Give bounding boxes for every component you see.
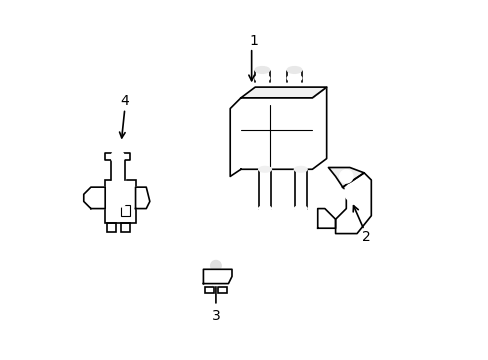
Polygon shape — [83, 187, 105, 208]
Circle shape — [339, 170, 352, 183]
Polygon shape — [135, 187, 149, 208]
Circle shape — [315, 111, 323, 120]
Ellipse shape — [287, 67, 301, 73]
Polygon shape — [317, 208, 335, 228]
Ellipse shape — [258, 206, 271, 211]
Polygon shape — [230, 87, 326, 176]
Polygon shape — [335, 173, 370, 234]
Polygon shape — [105, 153, 130, 180]
Circle shape — [315, 151, 323, 159]
Bar — [121, 205, 130, 216]
Text: 2: 2 — [361, 230, 369, 244]
Text: 3: 3 — [211, 309, 220, 323]
Bar — [217, 287, 226, 293]
Bar — [107, 223, 116, 232]
Circle shape — [244, 111, 252, 120]
Circle shape — [196, 246, 235, 285]
Ellipse shape — [294, 167, 306, 172]
Circle shape — [115, 154, 121, 159]
Polygon shape — [328, 167, 364, 187]
Circle shape — [344, 184, 362, 202]
Polygon shape — [203, 269, 231, 284]
Circle shape — [210, 260, 221, 271]
Circle shape — [244, 151, 252, 159]
Bar — [258, 169, 271, 208]
Ellipse shape — [287, 75, 301, 82]
Circle shape — [114, 194, 126, 207]
Text: 1: 1 — [248, 34, 257, 48]
Polygon shape — [241, 87, 326, 98]
Ellipse shape — [294, 206, 306, 211]
Bar — [294, 169, 306, 208]
Text: 4: 4 — [120, 94, 129, 108]
Circle shape — [111, 150, 124, 163]
Circle shape — [349, 189, 356, 196]
Bar — [105, 180, 135, 223]
Bar — [121, 223, 130, 232]
Circle shape — [203, 253, 228, 278]
Bar — [205, 287, 214, 293]
Ellipse shape — [258, 167, 271, 172]
Ellipse shape — [255, 75, 269, 82]
Ellipse shape — [255, 67, 269, 73]
